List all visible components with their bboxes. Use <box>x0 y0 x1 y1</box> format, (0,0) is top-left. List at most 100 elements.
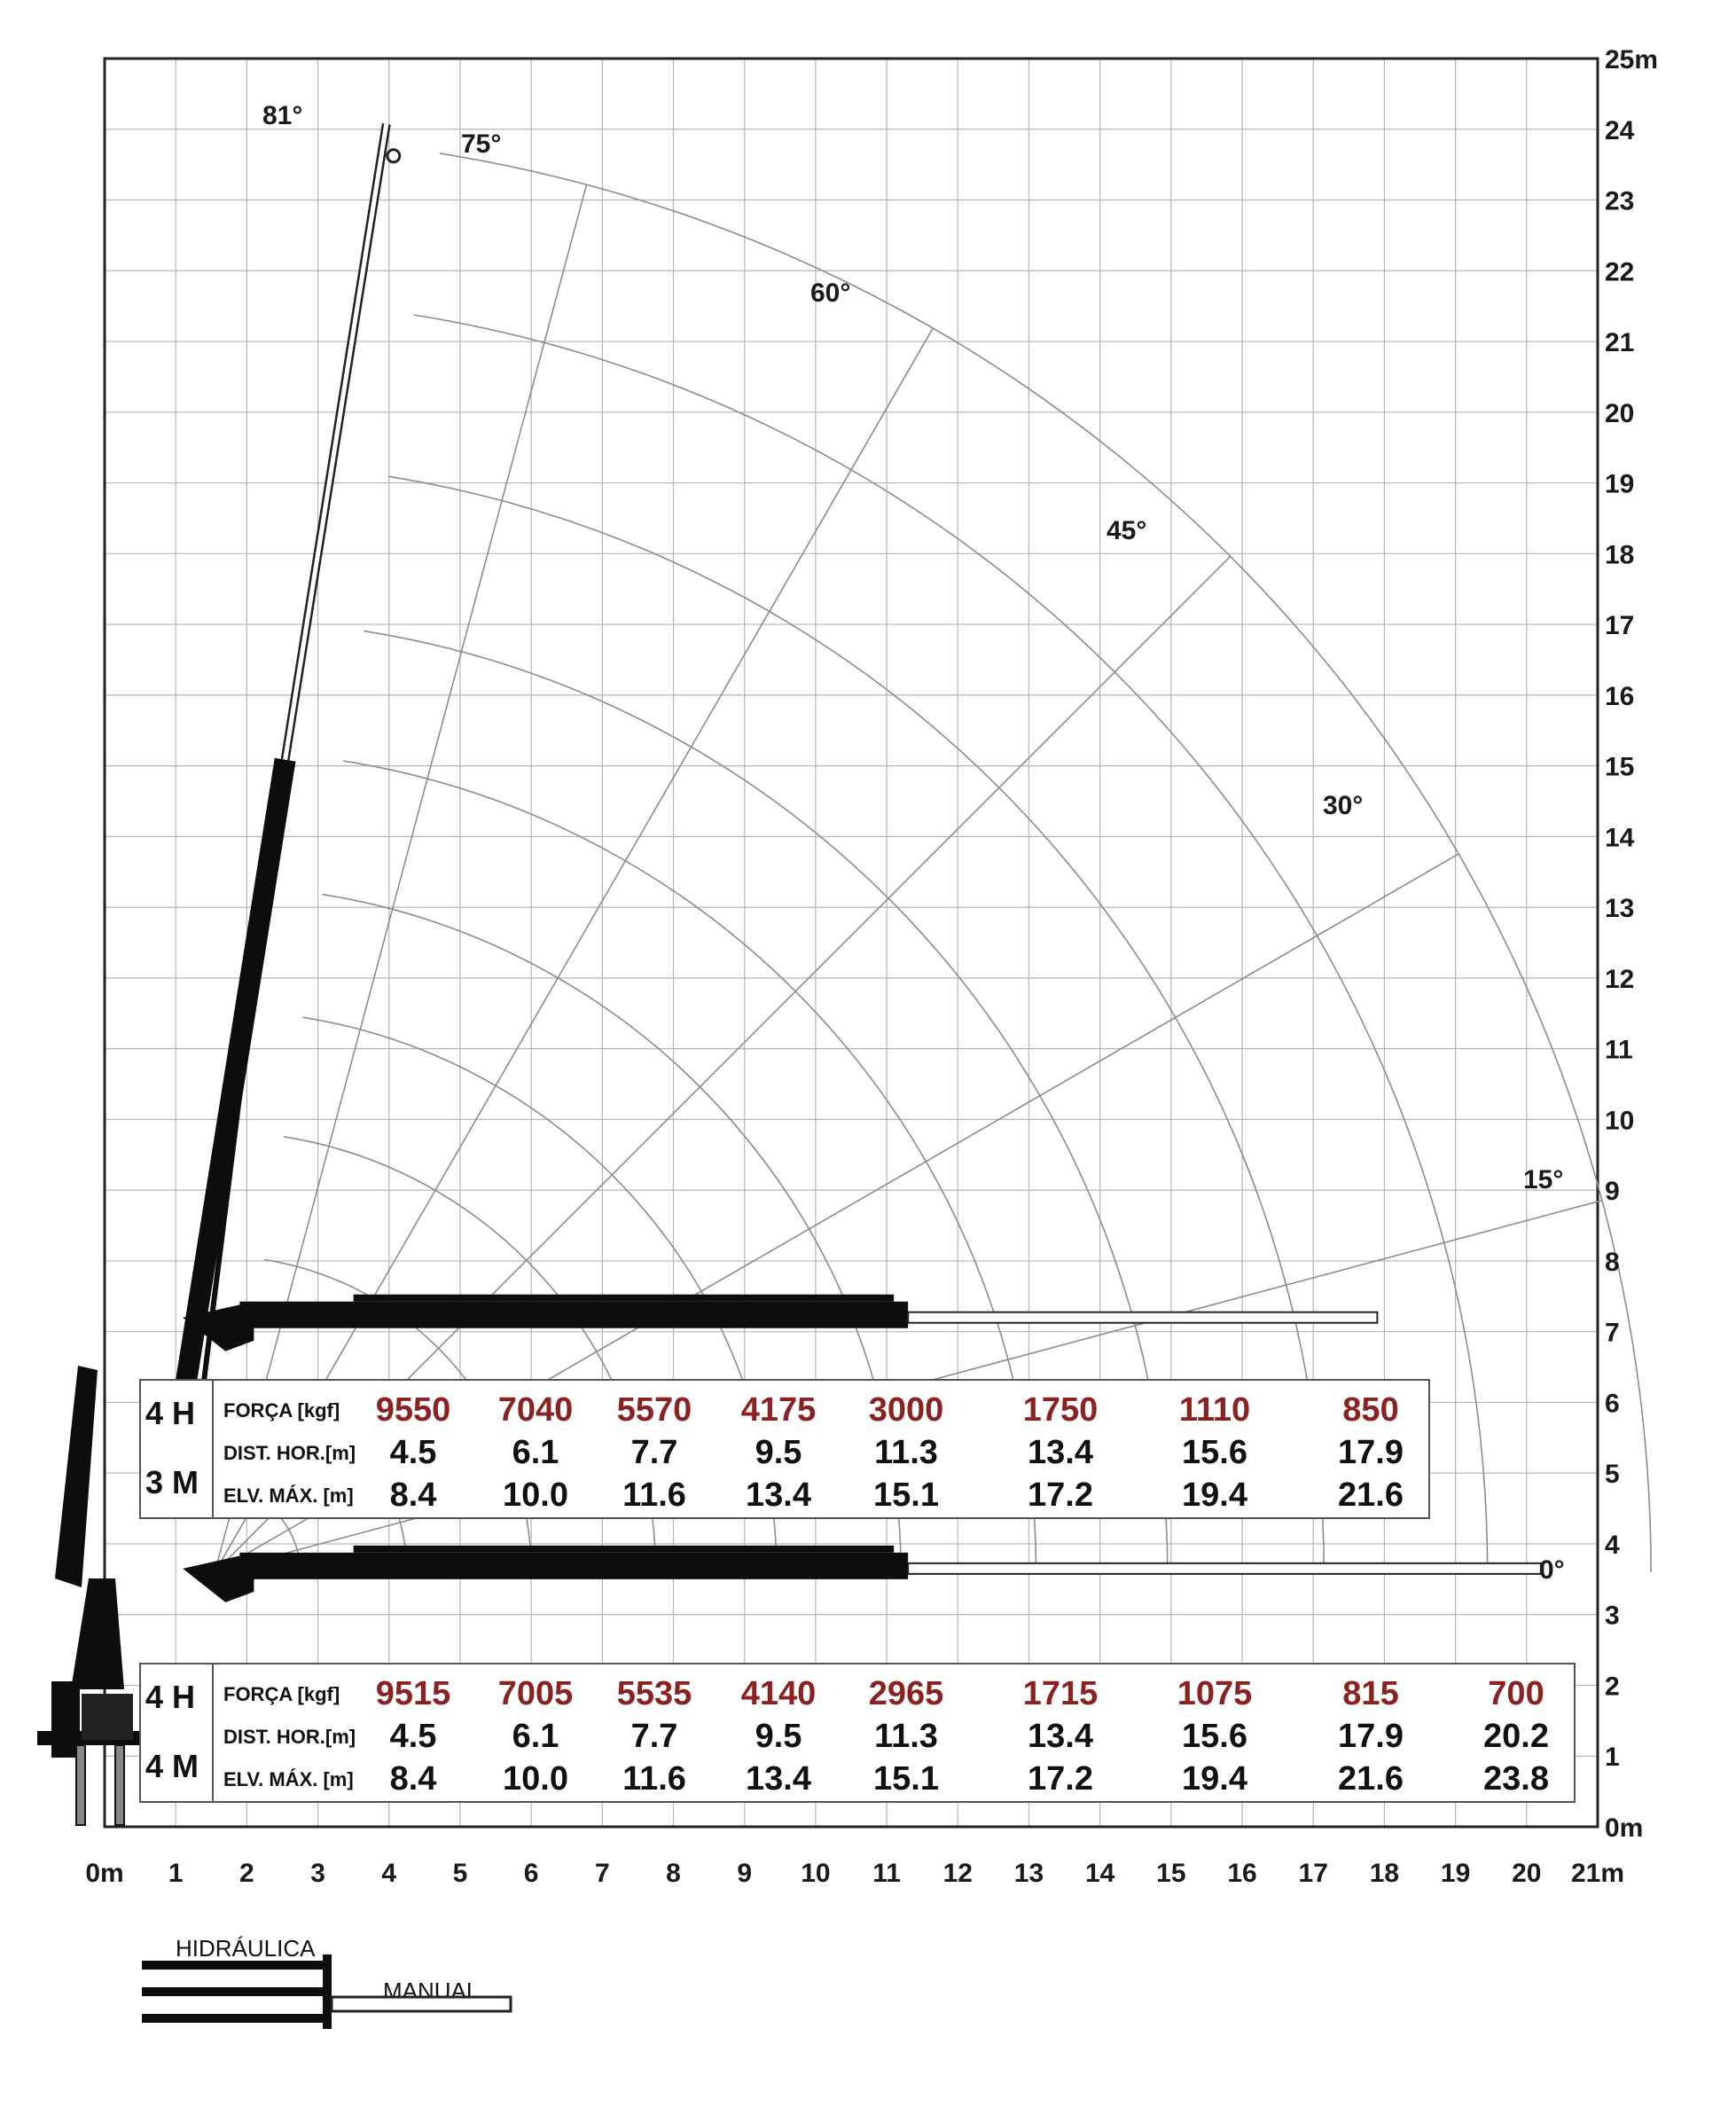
y-tick-label: 20 <box>1605 399 1634 428</box>
hook-icon <box>386 148 402 164</box>
y-tick-label: 8 <box>1605 1248 1620 1277</box>
boom-vertical-cylinder <box>199 759 285 1394</box>
angle-label-75: 75° <box>461 129 501 159</box>
reach-arc <box>364 630 1169 1572</box>
crane-column <box>71 1578 124 1689</box>
y-tick-label: 19 <box>1605 470 1634 499</box>
y-tick-label: 17 <box>1605 611 1634 640</box>
angle-label-15: 15° <box>1523 1165 1563 1194</box>
y-tick-label: 15 <box>1605 753 1634 782</box>
row-label-2: ELV. MÁX. [m] <box>223 1484 354 1507</box>
distance-value: 7.7 <box>631 1718 678 1755</box>
row-label-0: FORÇA [kgf] <box>223 1683 340 1705</box>
y-tick-label: 10 <box>1605 1106 1634 1135</box>
elevation-value: 10.0 <box>503 1760 568 1798</box>
angle-ray-60 <box>214 327 934 1573</box>
force-value: 700 <box>1488 1675 1544 1712</box>
legend-hydraulic-end <box>323 1954 332 2029</box>
x-tick-label: 15 <box>1156 1859 1185 1888</box>
stabilizer-leg-left <box>75 1744 86 1826</box>
distance-value: 11.3 <box>874 1434 938 1471</box>
load-table-2 <box>139 1663 1576 1803</box>
x-tick-label: 13 <box>1014 1859 1044 1888</box>
load-table-1 <box>139 1379 1430 1519</box>
y-tick-label: 4 <box>1605 1531 1620 1560</box>
distance-value: 15.6 <box>1182 1434 1247 1471</box>
x-tick-label: 20 <box>1512 1859 1541 1888</box>
distance-value: 13.4 <box>1028 1434 1093 1471</box>
x-tick-label: 4 <box>381 1859 396 1888</box>
distance-value: 11.3 <box>874 1718 938 1755</box>
load-tables: 4 H 3 M FORÇA [kgf] 9550 7040 5570 4175 3000 175… <box>139 1379 1576 1803</box>
y-tick-label: 24 <box>1605 116 1635 145</box>
y-tick-label: 9 <box>1605 1177 1620 1206</box>
force-value: 3000 <box>869 1391 944 1429</box>
y-tick-label: 13 <box>1605 894 1634 923</box>
distance-value: 17.9 <box>1338 1718 1404 1755</box>
config-bottom-label: 3 M <box>145 1464 199 1500</box>
row-label-2: ELV. MÁX. [m] <box>223 1768 354 1790</box>
angle-ray-75 <box>214 184 588 1573</box>
x-tick-label: 2 <box>239 1859 254 1888</box>
plot-frame <box>103 57 1599 1829</box>
force-value: 1750 <box>1023 1391 1099 1429</box>
distance-value: 9.5 <box>755 1718 802 1755</box>
force-value: 815 <box>1342 1675 1398 1712</box>
angle-label-60: 60° <box>810 278 850 308</box>
force-value: 5570 <box>617 1391 692 1429</box>
y-tick-label: 14 <box>1605 823 1635 852</box>
reach-arc <box>387 475 1325 1572</box>
y-tick-label: 2 <box>1605 1672 1620 1701</box>
crane-booms <box>37 123 1542 1826</box>
distance-value: 4.5 <box>390 1434 437 1471</box>
y-tick-label: 3 <box>1605 1602 1620 1631</box>
x-tick-label: 11 <box>872 1859 901 1888</box>
x-tick-label: 16 <box>1227 1859 1256 1888</box>
row-label-0: FORÇA [kgf] <box>223 1399 340 1422</box>
config-top-label: 4 H <box>145 1395 195 1431</box>
elevation-value: 11.6 <box>622 1760 686 1798</box>
config-bottom-label: 4 M <box>145 1748 199 1784</box>
y-axis-ticks: 0m12345678910111213141516171819202122232… <box>1605 45 1658 1843</box>
boom-vertical-manual-fill <box>283 123 389 761</box>
distance-value: 7.7 <box>631 1434 678 1471</box>
force-value: 9515 <box>376 1675 451 1712</box>
distance-value: 4.5 <box>390 1718 437 1755</box>
elevation-value: 15.1 <box>873 1760 939 1798</box>
distance-value: 17.9 <box>1338 1434 1404 1471</box>
force-value: 7005 <box>498 1675 574 1712</box>
force-value: 1715 <box>1023 1675 1099 1712</box>
angle-label-45: 45° <box>1107 516 1146 545</box>
elevation-value: 17.2 <box>1028 1760 1093 1798</box>
distance-value: 15.6 <box>1182 1718 1247 1755</box>
y-tick-label: 25m <box>1605 45 1658 74</box>
elevation-value: 13.4 <box>746 1476 811 1514</box>
x-tick-label: 12 <box>943 1859 973 1888</box>
elevation-value: 19.4 <box>1182 1476 1247 1514</box>
x-tick-label: 18 <box>1370 1859 1399 1888</box>
y-tick-label: 1 <box>1605 1743 1620 1772</box>
x-tick-label: 9 <box>737 1859 752 1888</box>
y-tick-label: 22 <box>1605 257 1634 286</box>
stabilizer-leg-right <box>114 1744 125 1826</box>
x-tick-label: 5 <box>453 1859 468 1888</box>
x-tick-label: 19 <box>1441 1859 1470 1888</box>
boom-horizontal-0deg-cylinder <box>353 1545 895 1553</box>
elevation-value: 10.0 <box>503 1476 568 1514</box>
force-value: 1110 <box>1179 1391 1250 1429</box>
main-boom-arm <box>55 1366 98 1587</box>
config-top-label: 4 H <box>145 1679 195 1715</box>
distance-value: 6.1 <box>512 1434 559 1471</box>
y-tick-label: 16 <box>1605 682 1634 711</box>
force-value: 1075 <box>1177 1675 1253 1712</box>
y-tick-label: 7 <box>1605 1319 1620 1348</box>
y-tick-label: 11 <box>1605 1036 1633 1065</box>
boom-horizontal-upper-cylinder <box>353 1294 895 1302</box>
angle-label-0: 0° <box>1539 1555 1565 1585</box>
elevation-value: 8.4 <box>390 1476 437 1514</box>
crane-slewing-unit <box>82 1694 133 1740</box>
row-label-1: DIST. HOR.[m] <box>223 1726 356 1748</box>
y-tick-label: 0m <box>1605 1813 1643 1843</box>
distance-value: 6.1 <box>512 1718 559 1755</box>
